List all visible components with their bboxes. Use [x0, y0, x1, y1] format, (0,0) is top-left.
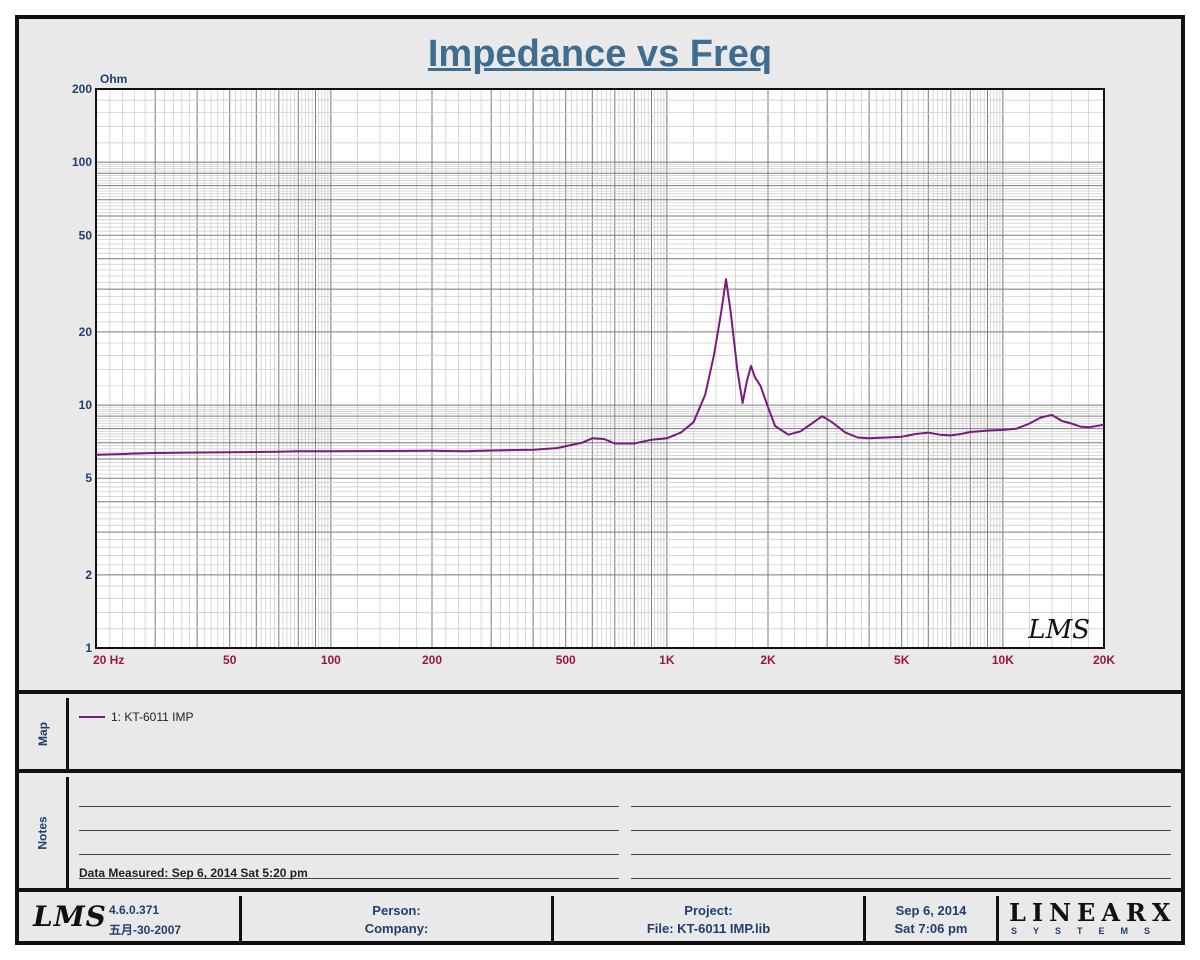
notes-side-label: Notes: [19, 777, 69, 888]
note-line[interactable]: [79, 830, 619, 831]
y-tick-label: 20: [79, 325, 93, 339]
y-tick-label: 50: [79, 228, 93, 242]
note-line[interactable]: [631, 854, 1171, 855]
map-side-label: Map: [19, 698, 69, 769]
x-tick-label: 20 Hz: [93, 653, 124, 667]
time-text: Sat 7:06 pm: [894, 921, 968, 936]
note-line[interactable]: [79, 878, 619, 879]
map-section: Map 1: KT-6011 IMP: [19, 698, 1181, 773]
map-label: Map: [35, 721, 50, 746]
footer-version-cell: LMS 4.6.0.371 五月-30-2007: [19, 896, 242, 941]
notes-label: Notes: [35, 815, 50, 850]
legend-swatch: [79, 716, 105, 718]
impedance-chart: Ohm 200 100 50 20 10 5 2 120 Hz 50 100 200 500 1K 2K 5K…: [72, 72, 1115, 667]
lms-logo: LMS: [33, 900, 107, 933]
x-tick-label: 10K: [992, 653, 1014, 667]
y-tick-label: 200: [72, 82, 92, 96]
x-tick-label: 20K: [1093, 653, 1115, 667]
lms-watermark: LMS: [1027, 615, 1090, 645]
x-tick-label: 1K: [659, 653, 675, 667]
project-label: Project:: [684, 903, 733, 918]
y-tick-label: 5: [85, 471, 92, 485]
note-line[interactable]: [631, 806, 1171, 807]
legend-entry: 1: KT-6011 IMP: [79, 710, 193, 724]
note-line[interactable]: [631, 830, 1171, 831]
linearx-logo: LINEARX: [1009, 898, 1177, 927]
notes-section: Notes Data Measured: Sep 6, 2014 Sat 5:2…: [19, 777, 1181, 892]
note-line[interactable]: [631, 878, 1171, 879]
report-frame: Impedance vs Freq Ohm 200 100 50 20 10 5 2 1 20 H…: [15, 15, 1185, 945]
linearx-subtitle: SYSTEMS: [1011, 926, 1167, 936]
date-text: Sep 6, 2014: [895, 903, 967, 918]
note-line[interactable]: [79, 854, 619, 855]
footer-project-cell: Project: File: KT-6011 IMP.lib: [554, 896, 866, 941]
footer: LMS 4.6.0.371 五月-30-2007 Person: Company…: [19, 896, 1181, 941]
x-tick-label: 100: [321, 653, 341, 667]
note-line[interactable]: [79, 806, 619, 807]
x-tick-label: 500: [556, 653, 576, 667]
legend-text: 1: KT-6011 IMP: [111, 710, 194, 724]
y-axis-label: Ohm: [100, 72, 127, 86]
data-measured-text: Data Measured: Sep 6, 2014 Sat 5:20 pm: [79, 866, 308, 880]
x-tick-label: 2K: [760, 653, 776, 667]
plot-background: [96, 89, 1104, 648]
build-date-text: 五月-30-2007: [109, 923, 182, 937]
footer-person-cell: Person: Company:: [242, 896, 554, 941]
x-tick-label: 50: [223, 653, 237, 667]
y-tick-label: 100: [72, 155, 92, 169]
y-tick-label: 1: [85, 641, 92, 655]
chart-title: Impedance vs Freq: [427, 33, 773, 75]
impedance-curve: [95, 278, 1105, 456]
footer-brand-cell: LINEARX SYSTEMS: [999, 896, 1181, 941]
plot-border: [95, 88, 1105, 649]
y-tick-label: 10: [79, 398, 93, 412]
file-label: File: KT-6011 IMP.lib: [646, 921, 771, 936]
x-tick-label: 5K: [894, 653, 910, 667]
y-tick-label: 2: [85, 568, 92, 582]
plot-section: Impedance vs Freq Ohm 200 100 50 20 10 5 2 1 20 H…: [19, 19, 1181, 694]
footer-date-cell: Sep 6, 2014 Sat 7:06 pm: [866, 896, 999, 941]
person-label: Person:: [372, 903, 421, 918]
x-tick-label: 200: [422, 653, 442, 667]
version-text: 4.6.0.371: [109, 903, 160, 917]
company-label: Company:: [364, 921, 429, 936]
